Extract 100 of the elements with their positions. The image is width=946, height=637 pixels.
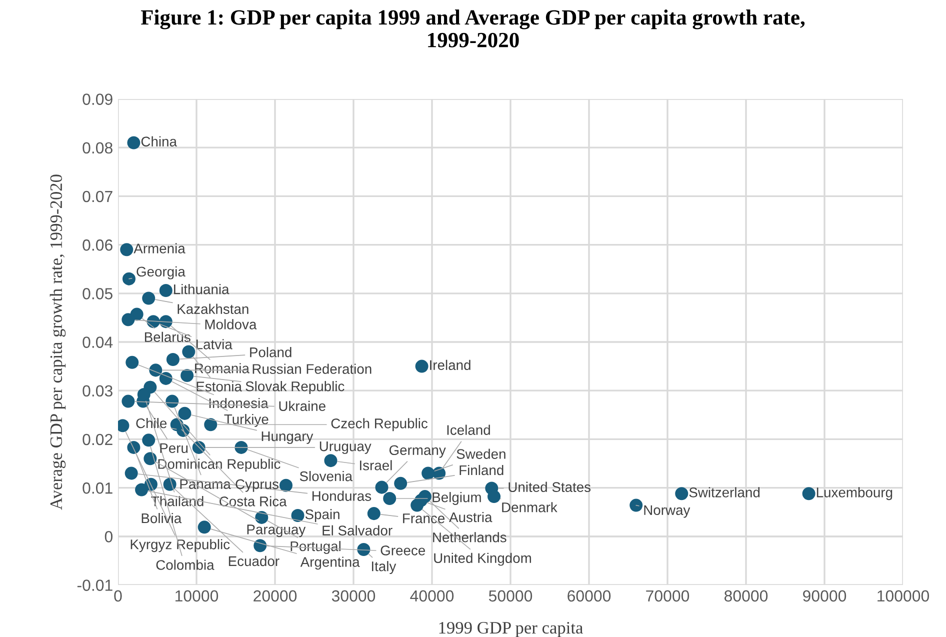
point [415, 360, 428, 373]
point [144, 452, 157, 466]
point [120, 243, 134, 256]
annotation: Russian Federation [252, 364, 372, 374]
y-tick-label: 0.08 [82, 142, 112, 154]
point [135, 483, 148, 496]
x-tick-label: 20000 [254, 590, 297, 602]
annotation: Netherlands [433, 532, 506, 542]
annotation: Belarus [144, 332, 190, 342]
annotation: Estonia [196, 381, 242, 392]
annotation: Hungary [262, 431, 314, 444]
chart-title: Figure 1: GDP per capita 1999 and Average GDP per capita growth rate, 1999-2020 [140, 10, 805, 48]
point [375, 480, 388, 494]
point [122, 394, 135, 408]
annotation: Ireland [430, 360, 470, 370]
annotation: France [403, 514, 445, 524]
annotation: Poland [250, 347, 292, 358]
point [142, 292, 156, 305]
point [204, 418, 218, 432]
x-tick-label: 60000 [568, 590, 611, 602]
point [630, 498, 643, 512]
annotation: Cyprus [236, 479, 278, 492]
annotation: Dominican Republic [158, 458, 280, 472]
point [254, 539, 267, 552]
point [159, 284, 172, 297]
x-axis-title: 1999 GDP per capita [439, 622, 583, 637]
annotation: Colombia [156, 560, 214, 570]
x-tick-label: 0 [114, 590, 122, 602]
annotation: Indonesia [209, 398, 268, 408]
annotation: Israel [360, 460, 392, 470]
annotation: Portugal [290, 540, 340, 554]
annotation: Czech Republic [331, 418, 428, 432]
x-tick-label: 40000 [410, 590, 454, 602]
point [488, 490, 501, 504]
y-axis-title: Average GDP per capita growth rate, 1999-2020 [50, 174, 66, 510]
annotation: Ecuador [228, 556, 280, 566]
annotation: Chile [136, 418, 167, 428]
annotation: Paraguay [247, 524, 306, 538]
point [159, 372, 172, 385]
annotation: Finland [460, 464, 504, 476]
y-tick-label: 0.05 [82, 288, 112, 300]
annotation: Denmark [502, 502, 558, 512]
point [163, 478, 176, 491]
annotation: Norway [644, 505, 690, 518]
y-tick-label: 0.07 [82, 190, 112, 202]
annotation: Peru [160, 443, 188, 454]
point [122, 272, 136, 286]
x-tick-label: 50000 [488, 590, 532, 602]
point [122, 313, 135, 326]
point [675, 487, 688, 500]
annotation: Kazakhstan [178, 304, 248, 314]
x-tick-label: 90000 [803, 590, 846, 602]
x-tick-label: 70000 [646, 590, 690, 602]
annotation: United Kingdom [434, 552, 531, 566]
annotation: El Salvador [322, 525, 392, 536]
annotation: Austria [449, 512, 492, 522]
point [149, 364, 162, 377]
point [802, 487, 816, 500]
annotation: Honduras [312, 490, 372, 501]
y-tick-label: 0.02 [82, 434, 112, 446]
y-tick-label: 0.03 [82, 385, 112, 397]
annotation: Kyrgyz Republic [130, 539, 230, 552]
annotation: Luxembourg [816, 487, 892, 500]
annotation: Lithuania [174, 284, 230, 294]
point [357, 543, 370, 556]
x-tick-label: 10000 [176, 590, 218, 602]
annotation: Georgia [136, 266, 186, 280]
point [324, 454, 338, 468]
point [127, 440, 140, 454]
annotation: Italy [372, 561, 396, 574]
point [394, 476, 408, 490]
y-tick-label: 0.09 [82, 94, 112, 105]
annotation: Armenia [134, 243, 186, 254]
y-tick-label: 0.06 [82, 239, 112, 251]
point [126, 356, 139, 369]
annotation: Switzerland [689, 487, 760, 498]
point [410, 498, 424, 512]
point [255, 510, 268, 524]
annotation: Ukraine [279, 400, 326, 412]
x-tick-label: 80000 [724, 590, 768, 602]
point [142, 434, 156, 447]
annotation: Slovenia [300, 470, 353, 482]
point [182, 345, 196, 358]
annotation: Bolivia [142, 512, 182, 524]
annotation: China [141, 136, 177, 146]
point [279, 478, 292, 492]
annotation: Costa Rica [220, 496, 287, 506]
point [291, 508, 304, 522]
annotation: United States [508, 482, 591, 492]
point [198, 520, 211, 534]
annotation: Greece [380, 546, 426, 556]
point [178, 406, 192, 420]
y-tick-label: 0.04 [82, 336, 113, 348]
point [127, 136, 140, 150]
x-tick-label: 100000 [878, 590, 930, 602]
point [383, 492, 396, 505]
annotation: Belgium [432, 492, 481, 505]
annotation: Moldova [205, 319, 257, 330]
y-tick-label: 0 [104, 531, 113, 542]
point [166, 352, 180, 366]
